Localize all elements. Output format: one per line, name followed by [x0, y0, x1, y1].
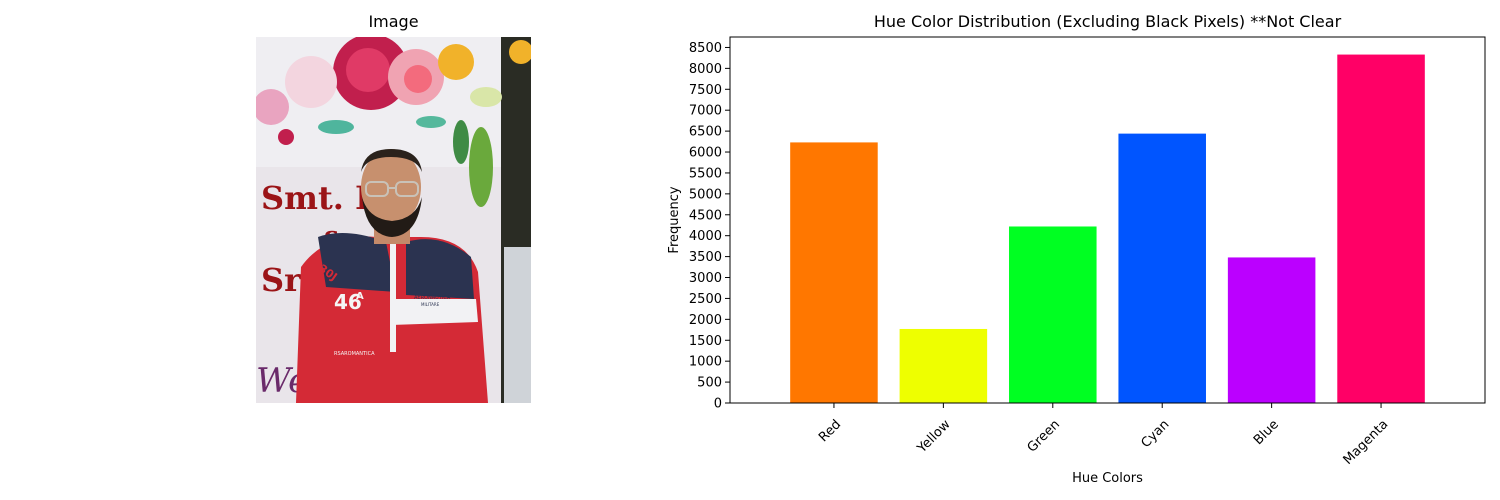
y-tick-label: 1000 [689, 355, 722, 370]
bars-layer [790, 54, 1425, 404]
bar-magenta [1337, 54, 1425, 404]
x-tick-label: Yellow [914, 417, 954, 457]
photo: Smt. La & Sri. We 46 A 30J [256, 37, 531, 403]
y-tick-label: 8000 [689, 62, 722, 77]
y-tick-label: 6500 [689, 125, 722, 140]
y-tick-label: 7000 [689, 104, 722, 119]
image-panel-title: Image [368, 12, 419, 31]
y-tick-label: 2000 [689, 313, 722, 328]
y-tick-label: 4500 [689, 208, 722, 223]
bar-cyan [1118, 133, 1206, 403]
portrait-photo: Smt. La & Sri. We 46 A 30J [256, 37, 531, 403]
chest-sub: MILITARE [421, 302, 440, 307]
y-axis-label: Frequency [667, 186, 682, 253]
x-tick-label: Blue [1251, 417, 1282, 448]
floral-decoration [256, 37, 531, 207]
x-tick-label: Red [816, 417, 844, 445]
y-tick-label: 3500 [689, 250, 722, 265]
y-tick-label: 0 [714, 397, 722, 412]
y-tick-label: 6000 [689, 146, 722, 161]
plot-frame [729, 36, 1486, 404]
y-tick-label: 8500 [689, 41, 722, 56]
bar-green [1009, 226, 1097, 403]
y-tick-label: 7500 [689, 83, 722, 98]
y-tick-label: 4000 [689, 229, 722, 244]
x-tick-label: Magenta [1341, 417, 1392, 468]
y-tick-label: 5000 [689, 187, 722, 202]
shirt-lower-text: RSAROMANTICA [334, 351, 375, 357]
bar-red [790, 142, 878, 403]
x-axis-label: Hue Colors [1072, 471, 1143, 486]
shirt-number: 46 [334, 290, 362, 314]
chest-brand: AERONAUTICA [414, 295, 451, 301]
y-tick-label: 3000 [689, 271, 722, 286]
person: 46 A 30J AERONAUTICA MILITARE RSAROMANTI… [296, 149, 488, 403]
x-tick-label: Green [1025, 417, 1063, 455]
y-tick-label: 5500 [689, 166, 722, 181]
x-tick-label: Cyan [1139, 417, 1173, 451]
bar-yellow [899, 328, 988, 403]
y-tick-label: 1500 [689, 334, 722, 349]
y-tick-label: 2500 [689, 292, 722, 307]
y-tick-label: 500 [697, 376, 722, 391]
shirt-letter: A [356, 291, 364, 302]
chart-title: Hue Color Distribution (Excluding Black … [873, 12, 1342, 31]
bar-blue [1227, 257, 1316, 403]
